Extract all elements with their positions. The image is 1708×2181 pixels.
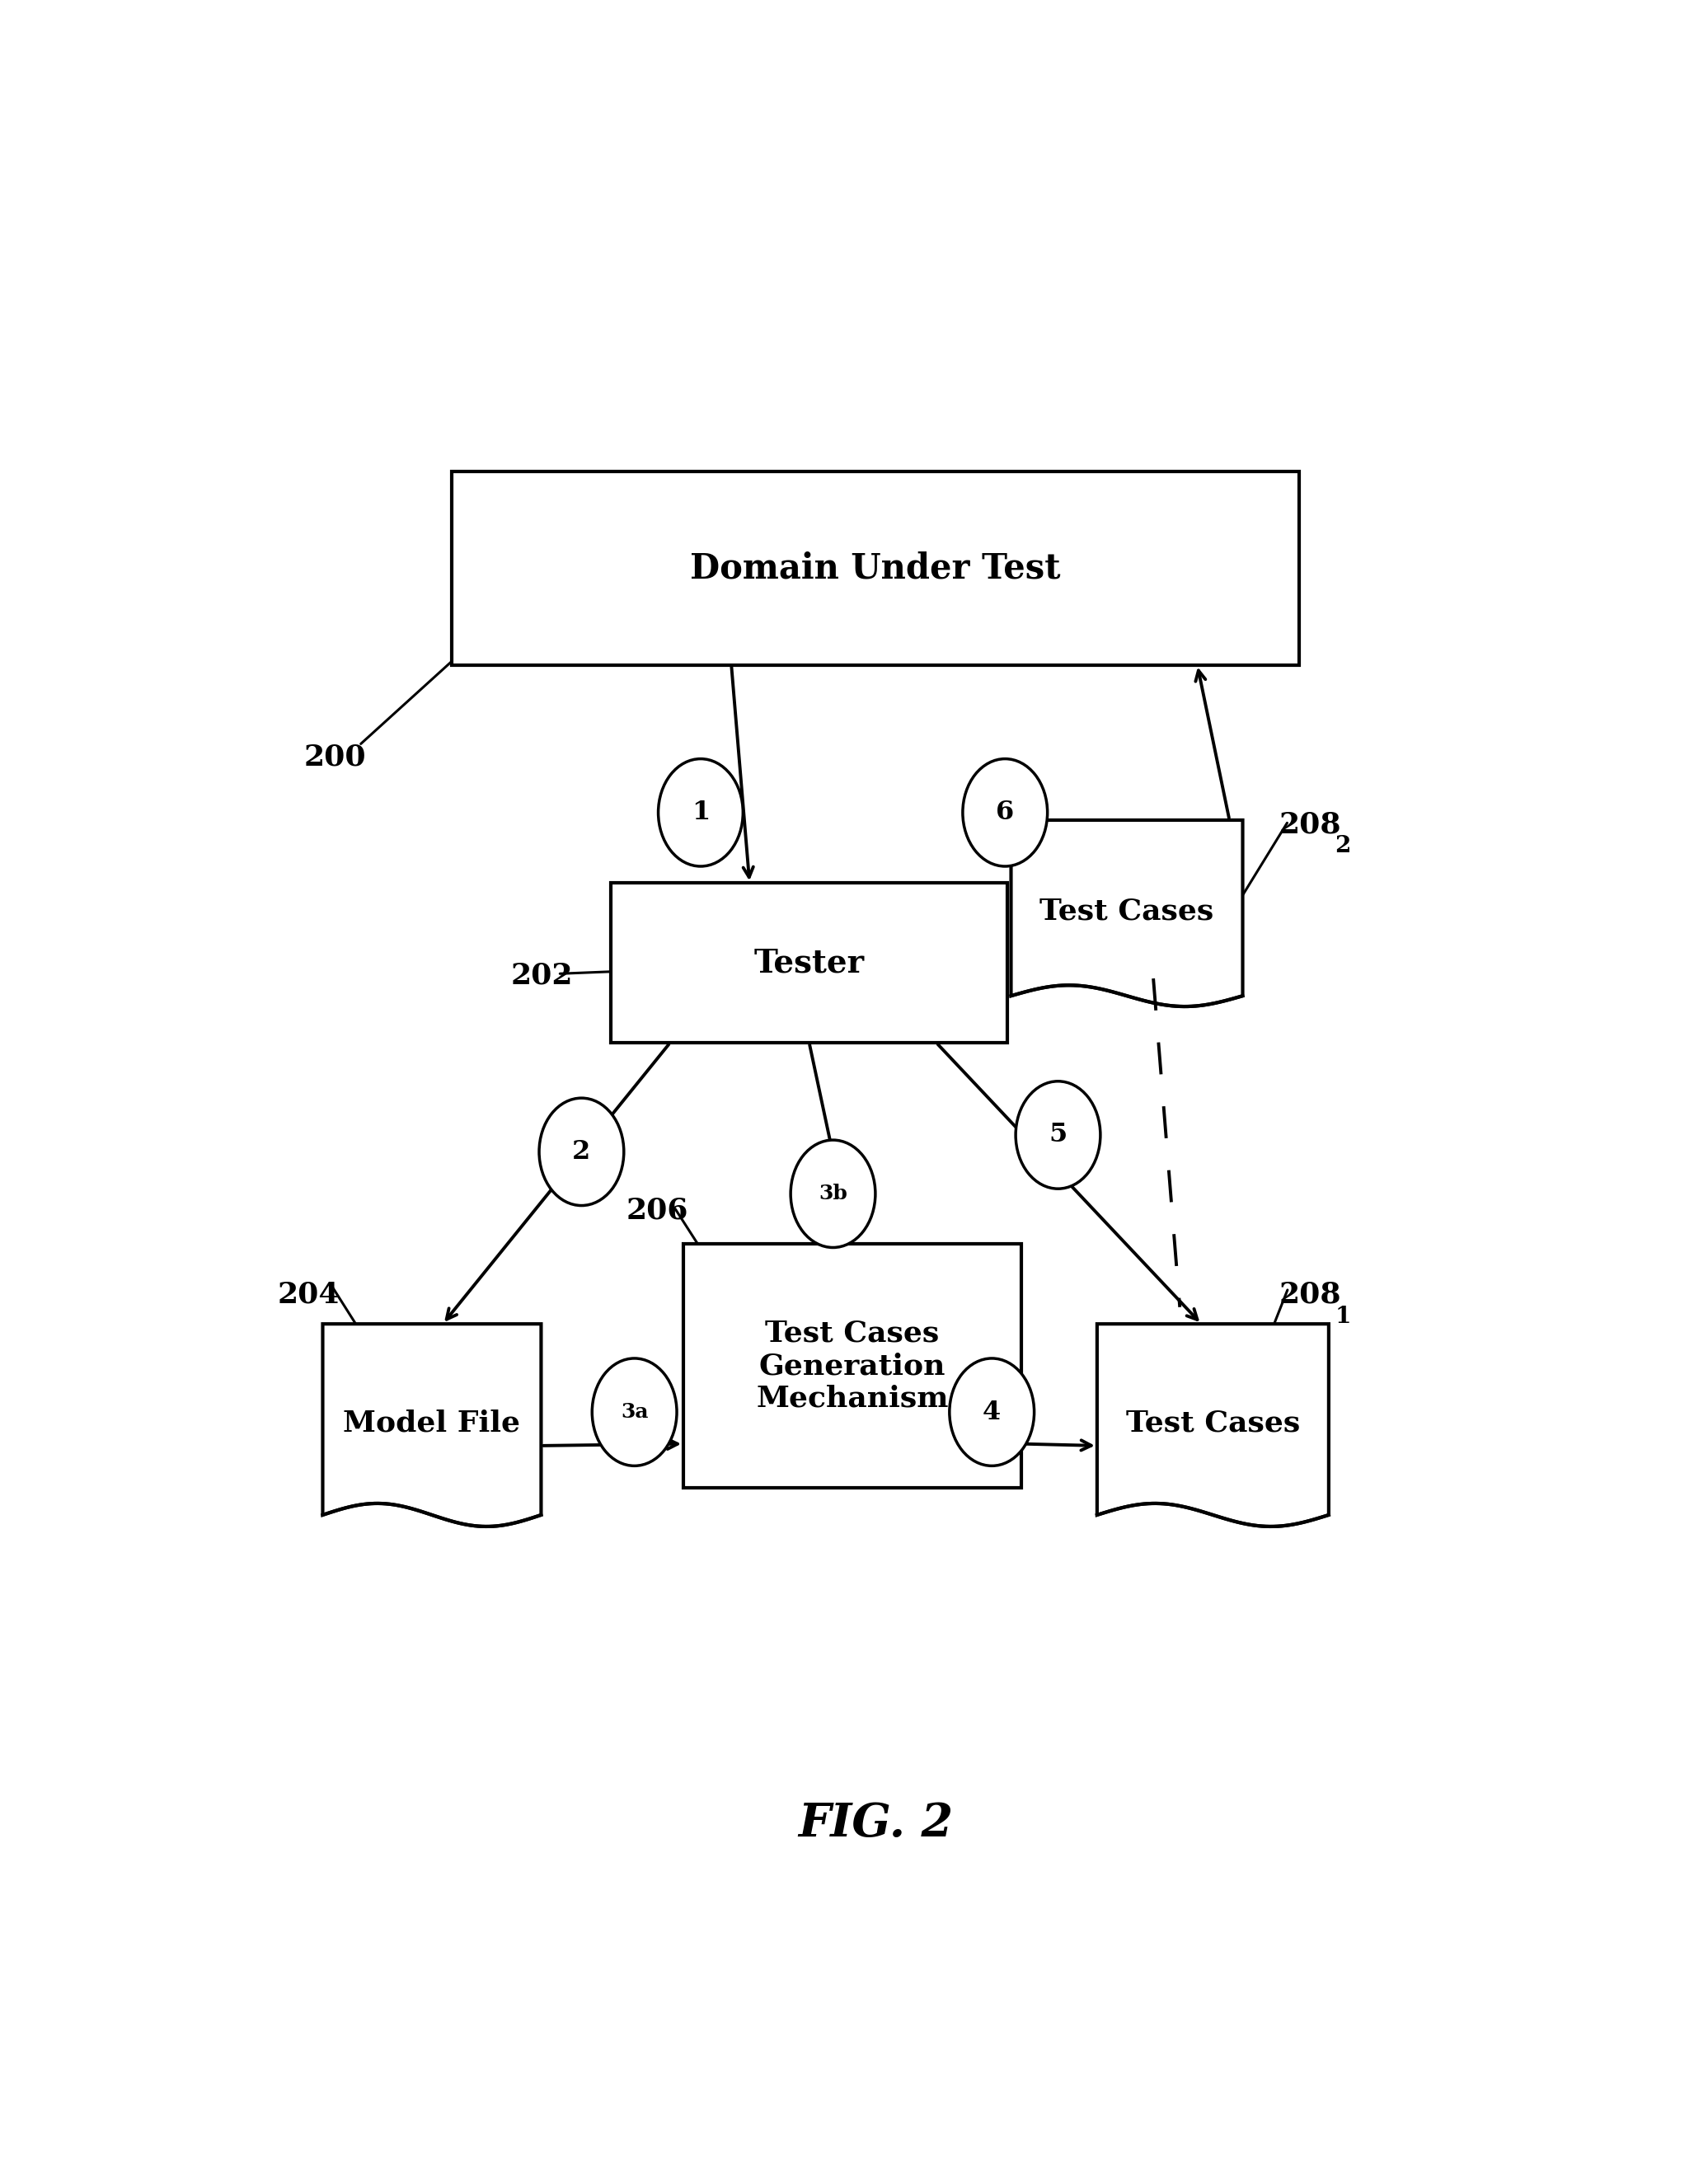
Text: 202: 202 bbox=[511, 962, 572, 990]
Text: 6: 6 bbox=[996, 800, 1015, 824]
Text: FIG. 2: FIG. 2 bbox=[798, 1802, 953, 1845]
Text: 200: 200 bbox=[304, 744, 367, 772]
Text: 3b: 3b bbox=[818, 1184, 847, 1204]
Text: Test Cases: Test Cases bbox=[1040, 896, 1214, 925]
Circle shape bbox=[540, 1097, 623, 1206]
Bar bbox=[683, 1243, 1021, 1487]
Bar bbox=[611, 883, 1008, 1043]
Text: 206: 206 bbox=[625, 1197, 688, 1224]
Text: Model File: Model File bbox=[343, 1409, 521, 1437]
Text: 4: 4 bbox=[982, 1400, 1001, 1424]
Circle shape bbox=[658, 759, 743, 866]
Text: 1: 1 bbox=[1334, 1304, 1351, 1328]
Text: 2: 2 bbox=[572, 1138, 591, 1165]
Text: 5: 5 bbox=[1049, 1123, 1068, 1147]
Text: Test Cases
Generation
Mechanism: Test Cases Generation Mechanism bbox=[757, 1320, 948, 1413]
Text: 208: 208 bbox=[1279, 811, 1341, 838]
Circle shape bbox=[593, 1359, 676, 1466]
Text: 1: 1 bbox=[692, 800, 711, 824]
Text: Domain Under Test: Domain Under Test bbox=[690, 552, 1061, 585]
Circle shape bbox=[963, 759, 1047, 866]
Polygon shape bbox=[323, 1324, 541, 1527]
Text: 208: 208 bbox=[1279, 1280, 1341, 1309]
Text: 3a: 3a bbox=[620, 1402, 649, 1422]
Text: Test Cases: Test Cases bbox=[1126, 1409, 1300, 1437]
Text: Tester: Tester bbox=[753, 947, 864, 979]
Circle shape bbox=[1016, 1082, 1100, 1189]
Text: 2: 2 bbox=[1334, 835, 1351, 857]
Text: 204: 204 bbox=[278, 1280, 340, 1309]
Polygon shape bbox=[1011, 820, 1243, 1005]
Circle shape bbox=[950, 1359, 1035, 1466]
Polygon shape bbox=[1097, 1324, 1329, 1527]
Circle shape bbox=[791, 1141, 876, 1248]
Bar bbox=[451, 471, 1300, 665]
